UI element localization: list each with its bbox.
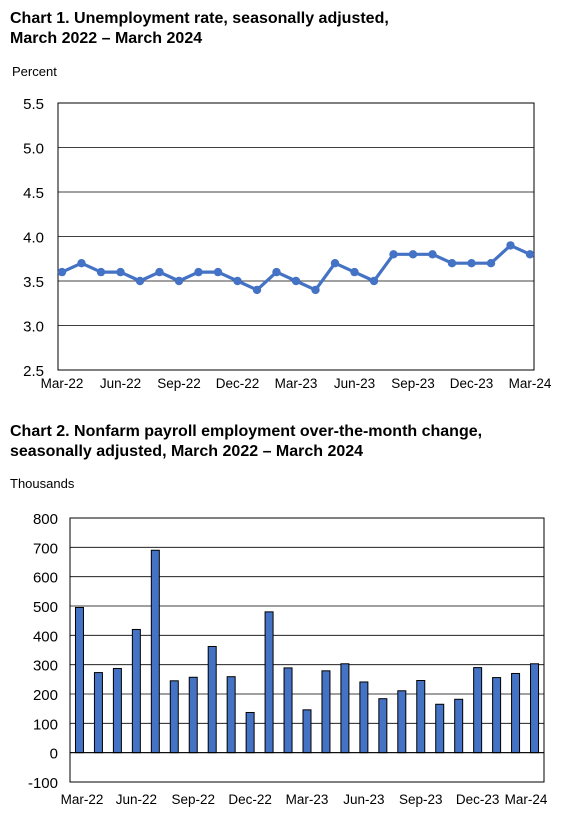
chart1-ytick-label: 2.5: [23, 363, 44, 380]
chart1-data-point: [135, 276, 145, 286]
chart2-bar: [131, 628, 141, 754]
chart2-bar: [321, 670, 331, 754]
chart2-ytick-label: 800: [33, 511, 58, 528]
chart1-data-point: [389, 250, 398, 259]
chart1-xtick-label: Sep-23: [391, 376, 435, 391]
chart1-xtick-label: Sep-22: [157, 376, 201, 391]
chart1-xtick-label: Jun-22: [100, 376, 141, 391]
chart1-xtick-label: Dec-23: [450, 376, 494, 391]
chart1-ytick-label: 3.0: [23, 319, 44, 336]
chart2-title-line: seasonally adjusted, March 2022 – March …: [10, 443, 364, 460]
chart1-title-line: March 2022 – March 2024: [10, 30, 203, 47]
chart2-ytick-label: 0: [50, 746, 58, 763]
chart2-bar: [435, 703, 445, 754]
chart1-ytick-label: 5.5: [23, 96, 44, 113]
chart2-bar: [397, 690, 407, 754]
chart2-bar: [302, 709, 312, 754]
chart2-bar: [283, 667, 293, 754]
chart1-data-point: [506, 241, 515, 250]
chart2-bar: [74, 606, 84, 754]
chart2-xtick-label: Sep-23: [399, 792, 443, 807]
chart2-xtick-label: Mar-22: [61, 792, 104, 807]
chart1-data-point: [408, 250, 418, 259]
chart2-ytick-label: 100: [33, 716, 58, 733]
chart2-bar: [416, 680, 426, 754]
chart2-bar: [530, 663, 540, 754]
chart1-data-point: [311, 285, 320, 295]
chart2-bar: [169, 680, 179, 754]
chart2-bar: [226, 676, 236, 754]
chart1-ytick-label: 4.0: [23, 230, 44, 247]
chart2-xtick-label: Mar-24: [505, 792, 548, 807]
chart1-data-point: [272, 267, 281, 277]
chart1-data-point: [194, 267, 203, 277]
chart2-xtick-label: Mar-23: [286, 792, 329, 807]
chart2-ytick-label: 500: [33, 599, 58, 616]
chart1-data-point: [369, 276, 379, 286]
chart1-data-point: [525, 250, 535, 259]
chart1-data-point: [96, 267, 106, 277]
chart2-title: Chart 2. Nonfarm payroll employment over…: [10, 422, 482, 462]
chart2-ytick-label: -100: [28, 775, 58, 792]
chart2-bar: [188, 676, 198, 754]
chart1-data-point: [213, 267, 223, 277]
chart2-bar: [93, 672, 103, 754]
chart1-data-point: [252, 285, 262, 295]
chart1-ylabel: Percent: [12, 64, 57, 79]
chart1-data-point: [233, 276, 242, 286]
chart2-ytick-label: 300: [33, 658, 58, 675]
chart2-ylabel: Thousands: [10, 476, 75, 491]
chart1-data-point: [467, 259, 476, 268]
chart1-title: Chart 1. Unemployment rate, seasonally a…: [10, 9, 389, 49]
chart1-data-point: [350, 267, 359, 277]
chart2-ytick-label: 200: [33, 687, 58, 704]
chart1-title-line: Chart 1. Unemployment rate, seasonally a…: [10, 10, 389, 27]
chart1-data-point: [447, 259, 457, 268]
chart2-bar: [245, 711, 255, 754]
chart2-bar: [340, 663, 350, 754]
chart1-data-point: [77, 259, 86, 268]
chart2-bar: [454, 698, 464, 754]
chart2-bar: [207, 645, 217, 754]
chart1-ytick-label: 3.5: [23, 274, 44, 291]
chart2-bar: [112, 667, 122, 754]
chart1-xtick-label: Dec-22: [216, 376, 260, 391]
chart1-plot-frame: [57, 102, 535, 371]
chart1-ytick-label: 5.0: [23, 141, 44, 158]
chart2-xtick-label: Jun-22: [116, 792, 157, 807]
chart2-bar: [359, 681, 369, 754]
chart2-bar: [492, 677, 502, 754]
chart2-bar: [511, 672, 521, 754]
chart1-ytick-label: 4.5: [23, 185, 44, 202]
chart1-xtick-label: Mar-24: [509, 376, 552, 391]
chart2-ytick-label: 400: [33, 628, 58, 645]
chart2-xtick-label: Dec-22: [228, 792, 272, 807]
chart2-xtick-label: Sep-22: [171, 792, 215, 807]
chart1-data-point: [174, 276, 184, 286]
chart1-xtick-label: Mar-23: [275, 376, 318, 391]
chart1-data-point: [486, 259, 496, 268]
chart1-data-point: [428, 250, 437, 259]
chart1-data-point: [291, 276, 301, 286]
chart2-title-line: Chart 2. Nonfarm payroll employment over…: [10, 423, 483, 440]
chart2-bar: [473, 667, 483, 754]
chart1-data-point: [116, 267, 125, 277]
chart2-ytick-label: 700: [33, 540, 58, 557]
chart2-xtick-label: Jun-23: [343, 792, 384, 807]
chart1-xtick-label: Jun-23: [334, 376, 375, 391]
chart2-bar: [150, 549, 160, 754]
chart1-xtick-label: Mar-22: [41, 376, 84, 391]
chart2-plot-frame: [69, 517, 545, 783]
chart2-ytick-label: 600: [33, 570, 58, 587]
chart2-xtick-label: Dec-23: [456, 792, 500, 807]
chart2-bar: [264, 611, 274, 754]
chart1-data-point: [57, 267, 67, 277]
chart1-data-point: [330, 259, 340, 268]
chart1-data-point: [155, 267, 164, 277]
chart2-bar: [378, 698, 388, 754]
